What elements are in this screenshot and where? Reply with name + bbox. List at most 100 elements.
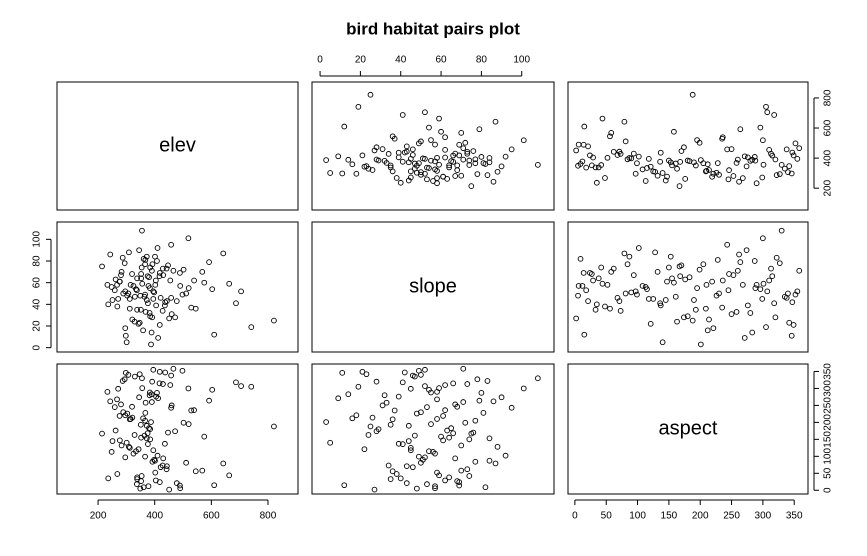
point bbox=[361, 446, 368, 453]
point bbox=[149, 267, 155, 274]
point bbox=[416, 453, 422, 460]
point bbox=[498, 394, 505, 401]
point bbox=[535, 162, 541, 168]
point bbox=[140, 415, 146, 422]
point bbox=[387, 162, 394, 169]
point bbox=[757, 124, 764, 131]
point bbox=[432, 141, 438, 148]
point bbox=[664, 173, 670, 180]
point bbox=[452, 173, 459, 179]
point bbox=[137, 485, 144, 492]
point bbox=[167, 277, 174, 284]
point bbox=[628, 155, 635, 162]
point bbox=[160, 381, 166, 387]
point bbox=[166, 315, 172, 322]
point bbox=[163, 265, 170, 272]
point bbox=[684, 313, 691, 320]
point bbox=[642, 178, 649, 184]
point bbox=[122, 325, 129, 332]
point bbox=[771, 112, 778, 118]
point bbox=[154, 390, 160, 396]
y-tick-label: 20 bbox=[32, 320, 43, 332]
point bbox=[177, 283, 184, 289]
point bbox=[146, 274, 152, 281]
point bbox=[764, 288, 771, 295]
point bbox=[104, 388, 111, 395]
point bbox=[734, 156, 741, 163]
point bbox=[788, 170, 795, 177]
point bbox=[626, 253, 633, 260]
point bbox=[137, 306, 144, 313]
point bbox=[434, 175, 440, 181]
point bbox=[671, 128, 677, 135]
point bbox=[149, 314, 156, 321]
point bbox=[111, 287, 118, 294]
point bbox=[136, 319, 143, 326]
point bbox=[379, 146, 386, 152]
point bbox=[109, 297, 116, 303]
point bbox=[387, 476, 394, 482]
point bbox=[122, 454, 129, 461]
point bbox=[580, 270, 587, 276]
point bbox=[494, 168, 501, 175]
point bbox=[138, 473, 145, 479]
point bbox=[179, 367, 186, 374]
point bbox=[714, 160, 721, 166]
point bbox=[140, 327, 146, 334]
point bbox=[674, 318, 680, 325]
y-tick-label: 600 bbox=[823, 119, 834, 136]
point bbox=[152, 469, 159, 476]
point bbox=[407, 385, 414, 392]
point bbox=[462, 419, 469, 426]
point bbox=[752, 285, 759, 291]
point bbox=[126, 296, 133, 302]
point bbox=[464, 466, 471, 473]
point bbox=[442, 407, 448, 414]
point bbox=[147, 426, 154, 433]
point bbox=[397, 179, 404, 186]
point bbox=[747, 310, 754, 316]
point bbox=[730, 272, 737, 278]
point bbox=[788, 332, 795, 339]
point bbox=[616, 298, 623, 304]
x-tick-label: 250 bbox=[723, 511, 740, 522]
point bbox=[460, 145, 467, 152]
point bbox=[593, 301, 600, 308]
point bbox=[160, 455, 167, 462]
point bbox=[741, 153, 748, 160]
point bbox=[772, 156, 779, 163]
variable-label: slope bbox=[409, 275, 457, 297]
point bbox=[436, 161, 442, 168]
point bbox=[789, 299, 796, 306]
point bbox=[776, 171, 783, 177]
y-tick-label: 100 bbox=[32, 231, 43, 248]
point bbox=[134, 306, 140, 313]
point bbox=[686, 274, 693, 281]
point bbox=[137, 421, 144, 428]
point bbox=[760, 161, 767, 168]
point bbox=[739, 175, 746, 181]
point bbox=[581, 331, 588, 338]
point bbox=[238, 288, 244, 295]
point bbox=[440, 173, 446, 180]
point bbox=[369, 167, 376, 173]
point bbox=[124, 410, 131, 417]
point bbox=[624, 156, 631, 163]
point bbox=[148, 329, 155, 336]
point bbox=[335, 153, 342, 160]
panel-frame bbox=[56, 221, 299, 353]
point bbox=[639, 283, 646, 289]
point bbox=[180, 266, 187, 273]
point bbox=[583, 164, 590, 171]
point bbox=[599, 280, 606, 287]
point bbox=[442, 154, 448, 161]
point bbox=[689, 91, 696, 98]
point bbox=[768, 150, 774, 157]
point bbox=[719, 277, 726, 284]
point bbox=[706, 316, 712, 323]
y-tick-label: 400 bbox=[823, 149, 834, 166]
x-tick-label: 200 bbox=[692, 511, 709, 522]
point bbox=[177, 482, 183, 489]
point bbox=[575, 141, 582, 148]
point bbox=[199, 268, 206, 275]
